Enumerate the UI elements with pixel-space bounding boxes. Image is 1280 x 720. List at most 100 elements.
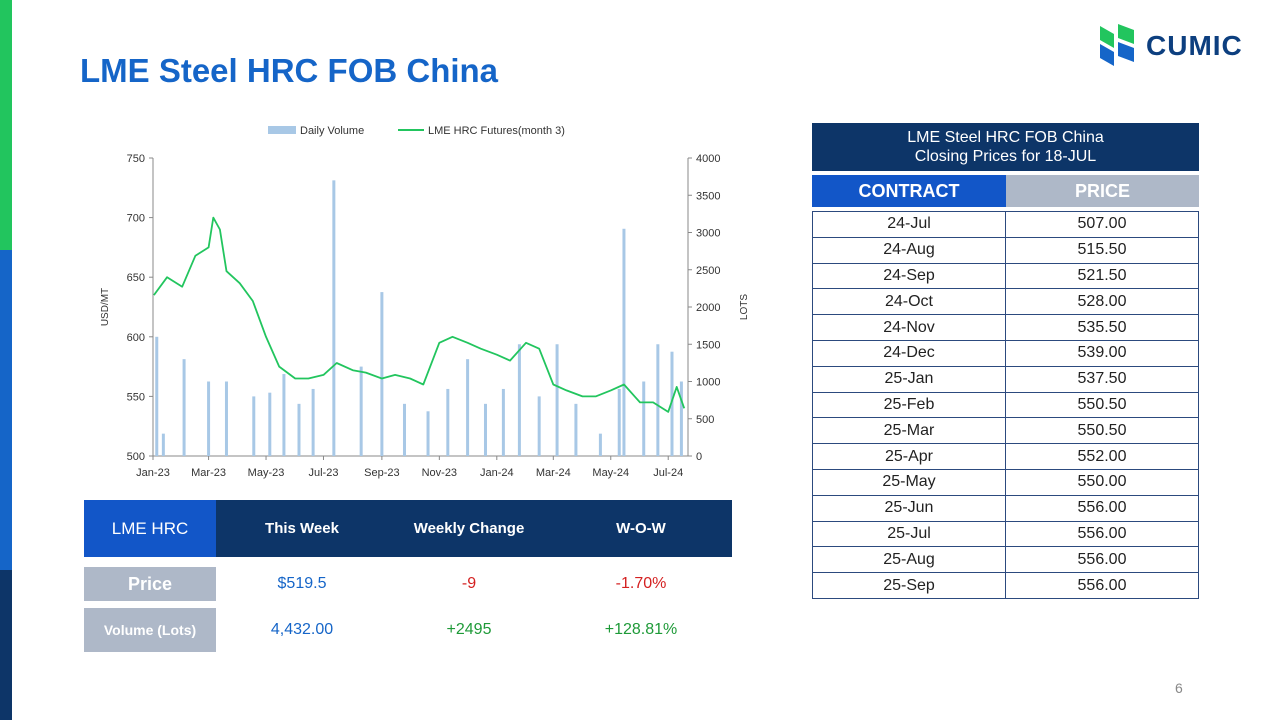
volume-bar [446, 388, 450, 456]
prices-price-cell: 550.00 [1005, 468, 1199, 496]
volume-bar [311, 388, 315, 456]
y-right-tick-label: 3500 [696, 190, 720, 202]
volume-bar [555, 344, 559, 456]
y-right-tick-label: 1000 [696, 377, 720, 389]
prices-contract-cell: 25-Feb [812, 391, 1006, 419]
prices-contract-cell: 24-Jul [812, 211, 1006, 238]
volume-bar [155, 336, 159, 456]
volume-bar [207, 381, 211, 456]
x-tick-label: May-24 [592, 467, 629, 479]
prices-row: 24-Sep 521.50 [812, 262, 1199, 290]
volume-bar [252, 396, 256, 456]
prices-row: 25-Jun 556.00 [812, 494, 1199, 522]
prices-table-header: LME Steel HRC FOB China Closing Prices f… [812, 123, 1199, 207]
volume-bar [426, 411, 430, 456]
prices-row: 25-May 550.00 [812, 468, 1199, 496]
x-tick-label: Jan-24 [480, 467, 514, 479]
volume-bar [268, 392, 272, 456]
y-left-axis-title: USD/MT [100, 288, 111, 326]
prices-price-cell: 528.00 [1005, 288, 1199, 316]
prices-contract-cell: 25-May [812, 468, 1006, 496]
y-right-tick-label: 2000 [696, 302, 720, 314]
prices-row: 25-Jul 556.00 [812, 520, 1199, 548]
prices-row: 25-Sep 556.00 [812, 572, 1199, 599]
volume-bar [501, 388, 505, 456]
prices-price-cell: 556.00 [1005, 494, 1199, 522]
prices-contract-cell: 25-Mar [812, 417, 1006, 445]
volume-bar [574, 403, 578, 456]
summary-row-label-price: Price [84, 567, 216, 601]
page-title: LME Steel HRC FOB China [80, 52, 499, 89]
x-tick-label: Mar-23 [191, 467, 226, 479]
volume-bar [670, 351, 674, 456]
y-right-tick-label: 500 [696, 414, 714, 426]
prices-price-cell: 507.00 [1005, 211, 1199, 238]
legend-volume-swatch [268, 126, 296, 134]
prices-row: 24-Jul 507.00 [812, 211, 1199, 238]
volume-bar [224, 381, 228, 456]
volume-bar [282, 374, 286, 456]
prices-table: 24-Jul 507.00 24-Aug 515.50 24-Sep 521.50 24-O… [812, 211, 1199, 599]
prices-contract-cell: 24-Oct [812, 288, 1006, 316]
y-left-tick-label: 650 [127, 272, 145, 284]
y-left-tick-label: 500 [127, 451, 145, 463]
x-tick-label: May-23 [248, 467, 285, 479]
volume-bar [380, 292, 384, 456]
summary-corner: LME HRC [84, 500, 216, 557]
legend-line-label: LME HRC Futures(month 3) [428, 125, 565, 137]
x-tick-label: Jul-23 [308, 467, 338, 479]
x-tick-label: Sep-23 [364, 467, 399, 479]
summary-table: LME HRC This Week Weekly Change W-O-W Pr… [84, 500, 732, 652]
x-tick-label: Jan-23 [136, 467, 170, 479]
prices-price-cell: 552.00 [1005, 443, 1199, 470]
prices-contract-cell: 25-Aug [812, 546, 1006, 574]
prices-price-cell: 539.00 [1005, 339, 1199, 367]
volume-bar [642, 381, 646, 456]
cumic-logo-mark-icon [1100, 24, 1134, 66]
summary-row-label-volume: Volume (Lots) [84, 608, 216, 652]
summary-price-this-week: $519.5 [277, 575, 327, 592]
prices-contract-cell: 24-Sep [812, 262, 1006, 290]
prices-price-cell: 550.50 [1005, 391, 1199, 419]
prices-col-contract: CONTRACT [812, 175, 1006, 207]
prices-price-cell: 556.00 [1005, 520, 1199, 548]
volume-bar [161, 433, 165, 456]
prices-row: 25-Jan 537.50 [812, 365, 1199, 393]
prices-row: 25-Apr 552.00 [812, 443, 1199, 470]
prices-title-line1: LME Steel HRC FOB China [907, 129, 1104, 146]
y-left-tick-label: 750 [127, 153, 145, 165]
brand-name: CUMIC [1146, 30, 1243, 61]
volume-bar [679, 381, 683, 456]
y-right-tick-label: 0 [696, 451, 702, 463]
cumic-logo: CUMIC [1096, 20, 1256, 68]
y-left-tick-label: 600 [127, 332, 145, 344]
volume-bar [617, 388, 621, 456]
prices-row: 25-Mar 550.50 [812, 417, 1199, 445]
prices-row: 24-Oct 528.00 [812, 288, 1199, 316]
y-left-tick-label: 700 [127, 213, 145, 225]
volume-bar [622, 228, 626, 456]
x-tick-label: Nov-23 [422, 467, 457, 479]
y-right-tick-label: 2500 [696, 265, 720, 277]
prices-row: 24-Dec 539.00 [812, 339, 1199, 367]
prices-price-cell: 515.50 [1005, 236, 1199, 264]
prices-row: 25-Feb 550.50 [812, 391, 1199, 419]
volume-bar [466, 359, 470, 456]
summary-header-this-week: This Week [216, 500, 388, 557]
prices-contract-cell: 25-Sep [812, 572, 1006, 599]
y-left-tick-label: 550 [127, 391, 145, 403]
volume-bar [297, 403, 301, 456]
summary-volume-this-week: 4,432.00 [270, 621, 334, 638]
volume-bar [182, 359, 186, 456]
prices-row: 24-Nov 535.50 [812, 314, 1199, 341]
volume-bar [359, 366, 363, 456]
summary-volume-wow: +128.81% [604, 621, 678, 638]
prices-contract-cell: 25-Jun [812, 494, 1006, 522]
prices-contract-cell: 25-Apr [812, 443, 1006, 470]
prices-price-cell: 556.00 [1005, 546, 1199, 574]
prices-price-cell: 521.50 [1005, 262, 1199, 290]
prices-price-cell: 537.50 [1005, 365, 1199, 393]
y-right-axis-title: LOTS [739, 294, 750, 320]
prices-price-cell: 550.50 [1005, 417, 1199, 445]
legend-volume-label: Daily Volume [300, 125, 364, 137]
